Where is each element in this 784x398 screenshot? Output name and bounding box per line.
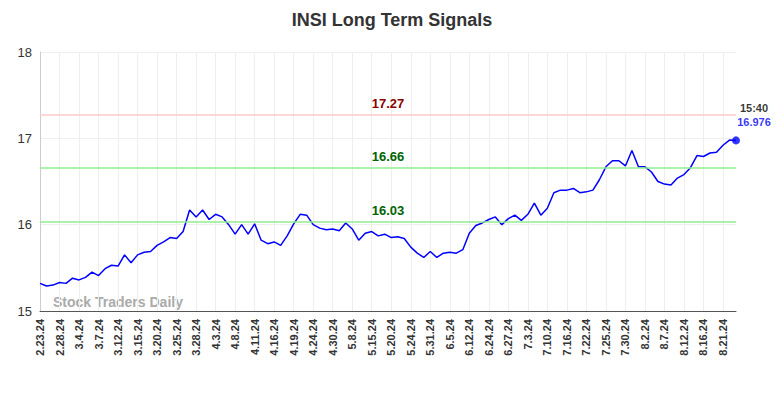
svg-text:6.27.24: 6.27.24 xyxy=(502,318,514,356)
svg-text:3.15.24: 3.15.24 xyxy=(132,318,144,356)
svg-text:4.30.24: 4.30.24 xyxy=(327,318,339,356)
svg-text:16: 16 xyxy=(18,217,32,232)
svg-text:7.16.24: 7.16.24 xyxy=(561,318,573,356)
svg-text:5.20.24: 5.20.24 xyxy=(385,318,397,356)
svg-text:17: 17 xyxy=(18,131,32,146)
svg-text:3.28.24: 3.28.24 xyxy=(190,318,202,356)
svg-text:4.16.24: 4.16.24 xyxy=(268,318,280,356)
svg-text:4.3.24: 4.3.24 xyxy=(210,318,222,349)
svg-text:16.03: 16.03 xyxy=(372,203,405,218)
svg-text:7.3.24: 7.3.24 xyxy=(522,318,534,349)
svg-text:8.16.24: 8.16.24 xyxy=(697,318,709,356)
svg-text:7.10.24: 7.10.24 xyxy=(541,318,553,356)
svg-text:3.4.24: 3.4.24 xyxy=(73,318,85,349)
svg-text:7.30.24: 7.30.24 xyxy=(619,318,631,356)
svg-text:3.20.24: 3.20.24 xyxy=(151,318,163,356)
svg-text:4.8.24: 4.8.24 xyxy=(229,318,241,349)
svg-text:6.12.24: 6.12.24 xyxy=(463,318,475,356)
svg-text:2.28.24: 2.28.24 xyxy=(54,318,66,356)
svg-text:3.25.24: 3.25.24 xyxy=(171,318,183,356)
svg-text:17.27: 17.27 xyxy=(372,96,405,111)
svg-text:16.66: 16.66 xyxy=(372,149,405,164)
svg-text:Stock Traders Daily: Stock Traders Daily xyxy=(53,294,183,310)
svg-text:8.2.24: 8.2.24 xyxy=(639,318,651,349)
svg-text:15:40: 15:40 xyxy=(740,102,768,114)
svg-text:3.7.24: 3.7.24 xyxy=(93,318,105,349)
svg-text:INSI Long Term Signals: INSI Long Term Signals xyxy=(292,10,493,30)
svg-text:16.976: 16.976 xyxy=(737,116,771,128)
svg-text:5.15.24: 5.15.24 xyxy=(366,318,378,356)
svg-text:8.7.24: 8.7.24 xyxy=(658,318,670,349)
svg-text:7.22.24: 7.22.24 xyxy=(580,318,592,356)
svg-text:4.19.24: 4.19.24 xyxy=(288,318,300,356)
svg-text:8.21.24: 8.21.24 xyxy=(717,318,729,356)
svg-text:5.8.24: 5.8.24 xyxy=(346,318,358,349)
svg-text:6.24.24: 6.24.24 xyxy=(483,318,495,356)
svg-text:15: 15 xyxy=(18,304,32,319)
svg-text:4.24.24: 4.24.24 xyxy=(307,318,319,356)
svg-text:4.11.24: 4.11.24 xyxy=(249,318,261,355)
svg-text:5.24.24: 5.24.24 xyxy=(405,318,417,356)
svg-text:18: 18 xyxy=(18,45,32,60)
svg-text:8.12.24: 8.12.24 xyxy=(678,318,690,356)
svg-text:2.23.24: 2.23.24 xyxy=(34,318,46,356)
svg-text:7.25.24: 7.25.24 xyxy=(600,318,612,356)
svg-text:3.12.24: 3.12.24 xyxy=(112,318,124,356)
svg-text:5.31.24: 5.31.24 xyxy=(424,318,436,356)
svg-text:6.5.24: 6.5.24 xyxy=(444,318,456,349)
